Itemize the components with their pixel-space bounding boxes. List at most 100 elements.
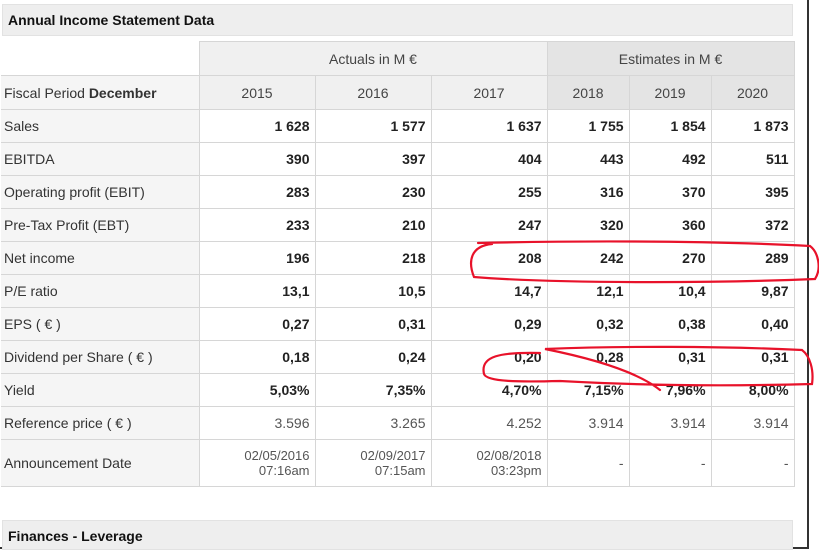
value-cell: 7,96% xyxy=(628,373,712,407)
announcement-date-cell: 02/08/2018 03:23pm xyxy=(430,439,548,487)
value-cell: 0,32 xyxy=(546,307,630,341)
value-cell: 443 xyxy=(546,142,630,176)
announcement-date-cell: 02/05/2016 07:16am xyxy=(198,439,316,487)
value-cell: 13,1 xyxy=(198,274,316,308)
value-cell: 0,27 xyxy=(198,307,316,341)
row-reference-price: Reference price ( € ) 3.596 3.265 4.252 3.91… xyxy=(1,406,795,440)
year-header: 2020 xyxy=(710,75,795,110)
fiscal-period-cell: Fiscal Period December xyxy=(1,75,200,110)
row-label: Pre-Tax Profit (EBT) xyxy=(1,208,200,242)
value-cell: 1 873 xyxy=(710,109,795,143)
value-cell: 0,31 xyxy=(710,340,795,374)
value-cell: 370 xyxy=(628,175,712,209)
row-label: Dividend per Share ( € ) xyxy=(1,340,200,374)
section-title-income-statement: Annual Income Statement Data xyxy=(2,4,793,36)
row-p-e-ratio: P/E ratio 13,1 10,5 14,7 12,1 10,4 9,87 xyxy=(1,274,795,308)
year-header: 2015 xyxy=(198,75,316,110)
value-cell: 0,20 xyxy=(430,340,548,374)
value-cell: 3.914 xyxy=(546,406,630,440)
value-cell: 233 xyxy=(198,208,316,242)
value-cell: 372 xyxy=(710,208,795,242)
header-years-row: Fiscal Period December 2015 2016 2017 20… xyxy=(1,75,795,110)
value-cell: 196 xyxy=(198,241,316,275)
value-cell: 0,24 xyxy=(314,340,432,374)
announcement-date: 02/05/2016 xyxy=(244,448,310,463)
value-cell: 395 xyxy=(710,175,795,209)
estimates-header: Estimates in M € xyxy=(546,41,795,76)
year-header: 2016 xyxy=(314,75,432,110)
row-label: Yield xyxy=(1,373,200,407)
value-cell: 1 854 xyxy=(628,109,712,143)
value-cell: 7,35% xyxy=(314,373,432,407)
value-cell: 230 xyxy=(314,175,432,209)
value-cell: 3.914 xyxy=(710,406,795,440)
year-header: 2017 xyxy=(430,75,548,110)
value-cell: 316 xyxy=(546,175,630,209)
value-cell: 390 xyxy=(198,142,316,176)
value-cell: 0,18 xyxy=(198,340,316,374)
value-cell: 12,1 xyxy=(546,274,630,308)
row-yield: Yield 5,03% 7,35% 4,70% 7,15% 7,96% 8,00% xyxy=(1,373,795,407)
value-cell: 3.914 xyxy=(628,406,712,440)
row-label: Sales xyxy=(1,109,200,143)
value-cell: 7,15% xyxy=(546,373,630,407)
header-group-row: Actuals in M € Estimates in M € xyxy=(1,41,795,76)
value-cell: 1 637 xyxy=(430,109,548,143)
row-ebitda: EBITDA 390 397 404 443 492 511 xyxy=(1,142,795,176)
row-eps: EPS ( € ) 0,27 0,31 0,29 0,32 0,38 0,40 xyxy=(1,307,795,341)
year-header: 2018 xyxy=(546,75,630,110)
row-label: Operating profit (EBIT) xyxy=(1,175,200,209)
value-cell: 0,31 xyxy=(628,340,712,374)
section-title-finances-leverage: Finances - Leverage xyxy=(2,520,793,550)
value-cell: 270 xyxy=(628,241,712,275)
value-cell: 0,31 xyxy=(314,307,432,341)
value-cell: 397 xyxy=(314,142,432,176)
row-label: Announcement Date xyxy=(1,439,200,487)
value-cell: 208 xyxy=(430,241,548,275)
announcement-date: 02/08/2018 xyxy=(476,448,542,463)
row-label: EPS ( € ) xyxy=(1,307,200,341)
actuals-header: Actuals in M € xyxy=(198,41,548,76)
value-cell: 255 xyxy=(430,175,548,209)
row-pre-tax-profit-ebt: Pre-Tax Profit (EBT) 233 210 247 320 360 372 xyxy=(1,208,795,242)
value-cell: 1 628 xyxy=(198,109,316,143)
value-cell: 9,87 xyxy=(710,274,795,308)
announcement-date-cell: - xyxy=(628,439,712,487)
row-net-income: Net income 196 218 208 242 270 289 xyxy=(1,241,795,275)
row-label: P/E ratio xyxy=(1,274,200,308)
value-cell: 360 xyxy=(628,208,712,242)
fiscal-period-month: December xyxy=(88,84,157,101)
value-cell: 0,28 xyxy=(546,340,630,374)
announcement-time: 07:15am xyxy=(374,463,426,478)
header-blank-cell xyxy=(1,41,199,76)
value-cell: 242 xyxy=(546,241,630,275)
value-cell: 289 xyxy=(710,241,795,275)
value-cell: 283 xyxy=(198,175,316,209)
row-dividend-per-share: Dividend per Share ( € ) 0,18 0,24 0,20 0,28… xyxy=(1,340,795,374)
value-cell: 0,29 xyxy=(430,307,548,341)
announcement-time: 07:16am xyxy=(258,463,310,478)
value-cell: 3.265 xyxy=(314,406,432,440)
value-cell: 1 577 xyxy=(314,109,432,143)
row-operating-profit-ebit: Operating profit (EBIT) 283 230 255 316 370 39… xyxy=(1,175,795,209)
row-announcement-date: Announcement Date 02/05/2016 07:16am 02/09/… xyxy=(1,439,795,487)
value-cell: 1 755 xyxy=(546,109,630,143)
value-cell: 218 xyxy=(314,241,432,275)
row-label: Net income xyxy=(1,241,200,275)
value-cell: 4,70% xyxy=(430,373,548,407)
value-cell: 10,5 xyxy=(314,274,432,308)
value-cell: 5,03% xyxy=(198,373,316,407)
value-cell: 3.596 xyxy=(198,406,316,440)
announcement-date-cell: - xyxy=(546,439,630,487)
value-cell: 14,7 xyxy=(430,274,548,308)
value-cell: 0,38 xyxy=(628,307,712,341)
row-label: Reference price ( € ) xyxy=(1,406,200,440)
value-cell: 511 xyxy=(710,142,795,176)
announcement-time: 03:23pm xyxy=(490,463,542,478)
income-statement-table: Actuals in M € Estimates in M € Fiscal P… xyxy=(1,41,795,487)
value-cell: 4.252 xyxy=(430,406,548,440)
year-header: 2019 xyxy=(628,75,712,110)
row-label: EBITDA xyxy=(1,142,200,176)
value-cell: 8,00% xyxy=(710,373,795,407)
announcement-date-cell: - xyxy=(710,439,795,487)
